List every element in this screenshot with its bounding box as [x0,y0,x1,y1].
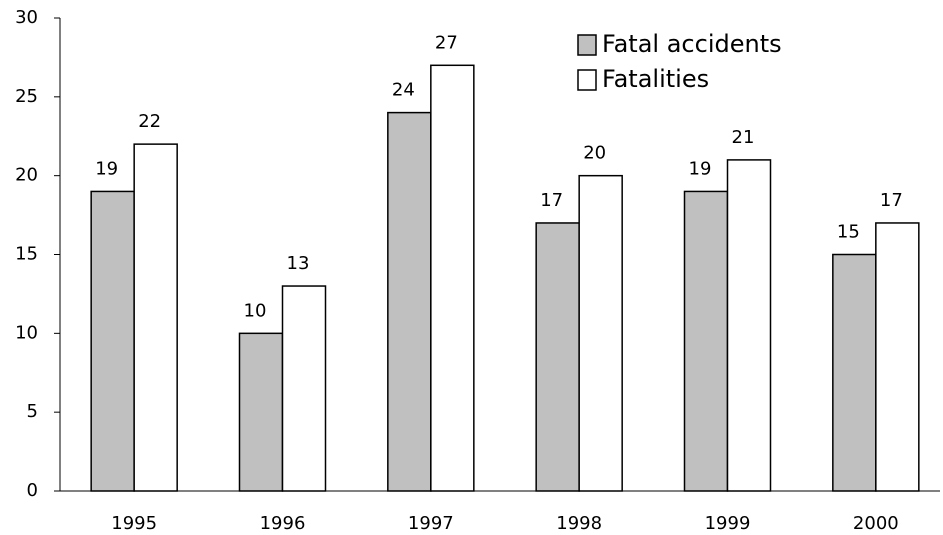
x-tick-label: 1996 [260,513,306,534]
legend-label: Fatal accidents [602,30,782,58]
bar [133,143,178,492]
y-tick-label: 30 [15,7,38,28]
bar [90,190,135,492]
bar [875,222,920,492]
legend-label: Fatalities [602,65,709,93]
y-tick-label: 0 [27,480,38,501]
y-tick-label: 5 [27,401,38,422]
data-label: 19 [689,158,712,179]
y-tick-label: 15 [15,244,38,265]
data-label: 21 [732,127,755,148]
y-tick-label: 20 [15,165,38,186]
x-tick-label: 1997 [408,513,454,534]
bar [832,253,877,492]
data-label: 15 [837,222,860,243]
data-label: 20 [583,143,606,164]
bar [281,285,327,492]
bar [726,159,772,492]
y-tick-label: 25 [15,86,38,107]
bar [238,332,284,492]
legend-swatch [577,69,597,91]
legend-swatch [577,34,597,56]
y-tick-label: 10 [15,322,38,343]
bar [578,174,623,492]
x-tick-label: 1998 [556,513,602,534]
x-tick-label: 2000 [853,513,899,534]
bar [430,64,475,492]
data-label: 22 [138,111,161,132]
data-label: 19 [95,158,118,179]
data-label: 17 [880,190,903,211]
data-label: 27 [435,32,458,53]
data-label: 13 [287,253,310,274]
data-label: 17 [540,190,563,211]
bar [535,222,580,492]
data-label: 10 [244,300,267,321]
x-tick-label: 1999 [705,513,751,534]
data-label: 24 [392,80,415,101]
bar [387,111,432,492]
x-tick-label: 1995 [111,513,157,534]
bar [683,190,729,492]
